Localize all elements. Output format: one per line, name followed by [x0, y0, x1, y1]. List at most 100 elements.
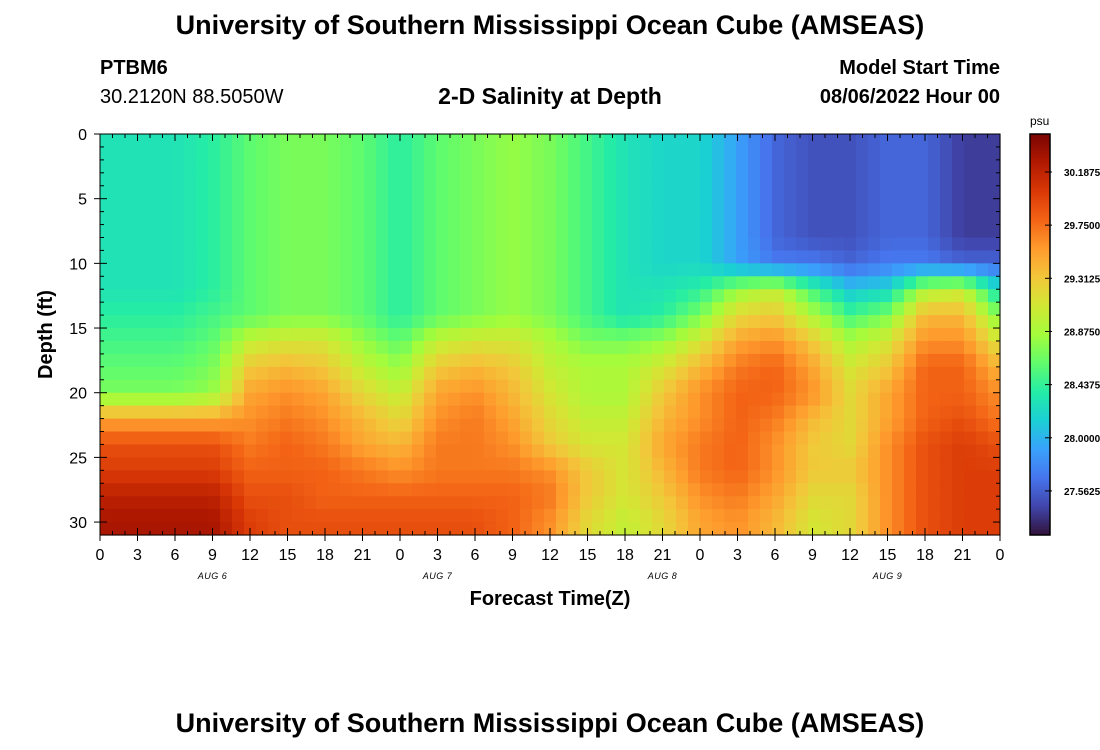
heatmap-cell — [748, 289, 761, 303]
heatmap-cell — [832, 276, 845, 290]
heatmap-cell — [640, 522, 653, 536]
heatmap-cell — [796, 470, 809, 484]
heatmap-cell — [244, 211, 257, 226]
heatmap-cell — [784, 457, 797, 471]
heatmap-cell — [424, 509, 437, 523]
heatmap-cell — [244, 418, 257, 433]
heatmap-cell — [328, 276, 341, 290]
heatmap-cell — [964, 405, 977, 420]
heatmap-cell — [232, 418, 245, 433]
heatmap-cell — [712, 198, 725, 213]
heatmap-cell — [532, 146, 545, 161]
heatmap-cell — [124, 276, 137, 290]
heatmap-cell — [364, 302, 377, 316]
x-axis: 0 3 6 9 12 15 18 21 0 3 6 9 12 15 18 21 0 3 6 9 12 15 18 21 0AUG… — [96, 134, 1005, 581]
heatmap-cell — [484, 289, 497, 303]
heatmap-cell — [748, 146, 761, 161]
heatmap-cell — [412, 457, 425, 471]
heatmap-cell — [232, 172, 245, 187]
heatmap-cell — [988, 211, 1001, 226]
heatmap-cell — [760, 509, 773, 523]
heatmap-cell — [928, 250, 941, 264]
heatmap-cell — [172, 315, 185, 329]
day-label: AUG 8 — [647, 571, 678, 581]
heatmap-cell — [340, 444, 353, 458]
heatmap-cell — [448, 302, 461, 316]
heatmap-cell — [676, 315, 689, 329]
heatmap-cell — [100, 418, 113, 433]
heatmap-cell — [868, 276, 881, 290]
heatmap-cell — [376, 276, 389, 290]
heatmap-cell — [520, 328, 533, 342]
heatmap-cell — [640, 431, 653, 446]
heatmap-cell — [700, 134, 713, 148]
heatmap-cell — [136, 353, 149, 368]
heatmap-cell — [148, 457, 161, 471]
heatmap-cell — [436, 134, 449, 148]
heatmap-cell — [136, 496, 149, 510]
heatmap-cell — [976, 134, 989, 148]
heatmap-cell — [472, 444, 485, 458]
heatmap-cell — [184, 366, 197, 381]
heatmap-cell — [220, 379, 233, 394]
heatmap-cell — [676, 172, 689, 187]
heatmap-cell — [688, 457, 701, 471]
heatmap-cell — [604, 263, 617, 277]
heatmap-cell — [820, 146, 833, 161]
heatmap-cell — [676, 185, 689, 200]
heatmap-cell — [712, 302, 725, 316]
heatmap-cell — [292, 353, 305, 368]
heatmap-cell — [700, 172, 713, 187]
heatmap-cell — [700, 405, 713, 420]
heatmap-cell — [832, 405, 845, 420]
heatmap-cell — [148, 198, 161, 213]
heatmap-cell — [496, 302, 509, 316]
heatmap-cell — [472, 366, 485, 381]
heatmap-cell — [988, 379, 1001, 394]
heatmap-cell — [160, 328, 173, 342]
heatmap-cell — [256, 237, 269, 252]
heatmap-cell — [688, 289, 701, 303]
heatmap-cell — [220, 276, 233, 290]
heatmap-cell — [796, 353, 809, 368]
heatmap-cell — [160, 405, 173, 420]
heatmap-cell — [388, 289, 401, 303]
heatmap-cell — [580, 146, 593, 161]
heatmap-cell — [364, 366, 377, 381]
heatmap-cell — [832, 431, 845, 446]
heatmap-cell — [544, 457, 557, 471]
heatmap-cell — [100, 289, 113, 303]
heatmap-cell — [796, 198, 809, 213]
heatmap-cell — [148, 379, 161, 394]
heatmap-cell — [316, 328, 329, 342]
heatmap-cell — [964, 353, 977, 368]
heatmap-cell — [292, 315, 305, 329]
heatmap-cell — [184, 405, 197, 420]
heatmap-cell — [736, 379, 749, 394]
heatmap-cell — [508, 289, 521, 303]
heatmap-cell — [532, 276, 545, 290]
heatmap-cell — [592, 315, 605, 329]
heatmap-cell — [232, 483, 245, 497]
heatmap-cell — [940, 457, 953, 471]
heatmap-cell — [316, 276, 329, 290]
heatmap-cell — [484, 172, 497, 187]
heatmap-cell — [160, 134, 173, 148]
heatmap-cell — [652, 172, 665, 187]
heatmap-cell — [508, 302, 521, 316]
heatmap-cell — [280, 289, 293, 303]
heatmap-cell — [652, 224, 665, 239]
heatmap-cell — [844, 366, 857, 381]
heatmap-cell — [268, 522, 281, 536]
heatmap-cell — [304, 379, 317, 394]
heatmap-cell — [676, 224, 689, 239]
heatmap-cell — [448, 224, 461, 239]
heatmap-cell — [868, 328, 881, 342]
heatmap-cell — [628, 457, 641, 471]
heatmap-cell — [784, 185, 797, 200]
heatmap-cell — [124, 146, 137, 161]
heatmap-cell — [676, 405, 689, 420]
heatmap-cell — [988, 315, 1001, 329]
x-tick-label: 18 — [616, 547, 634, 564]
heatmap-cell — [892, 418, 905, 433]
